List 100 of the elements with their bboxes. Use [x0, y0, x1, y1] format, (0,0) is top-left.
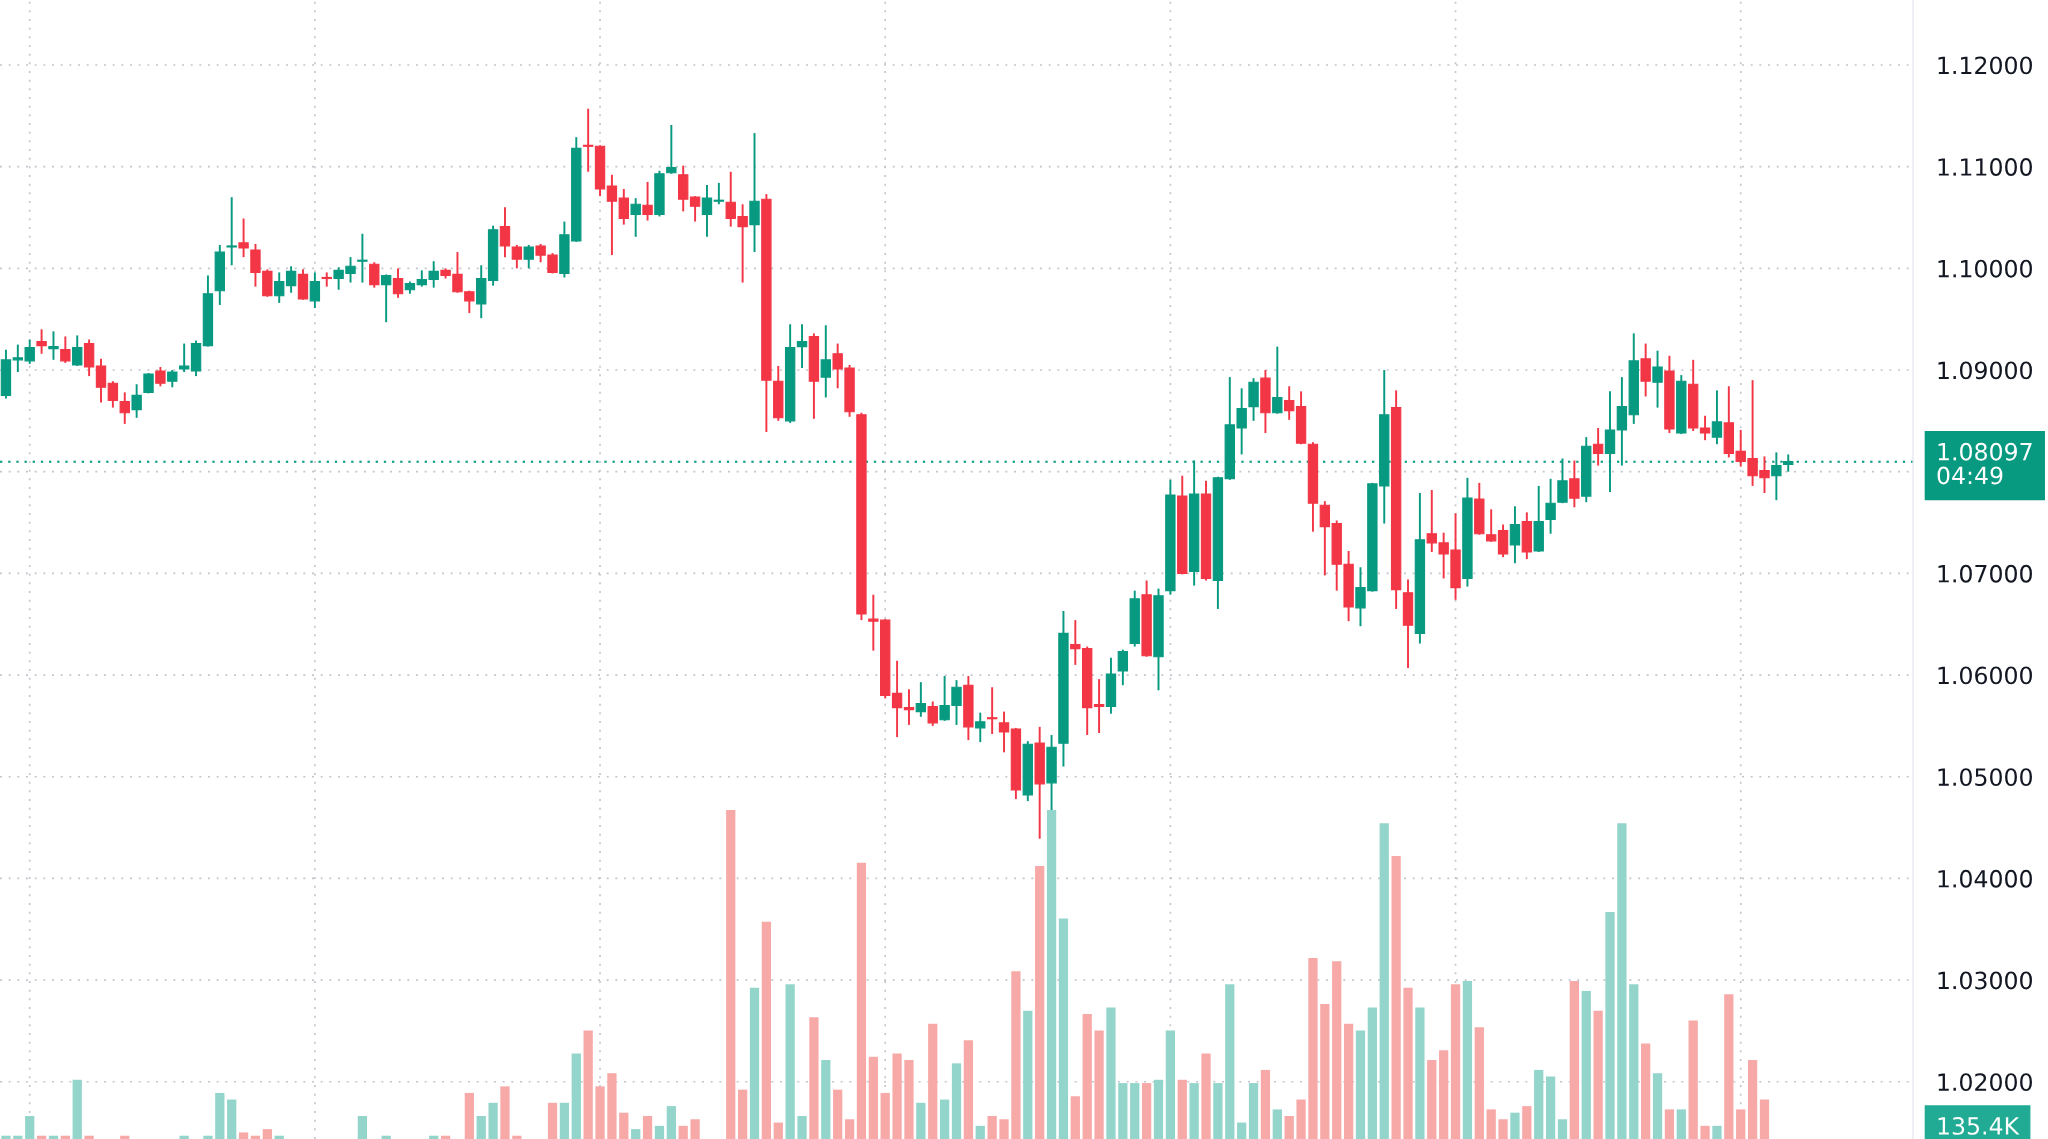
bar [512, 1135, 522, 1139]
candlestick [107, 380, 119, 409]
candlestick [392, 267, 404, 299]
text: 135.4K [1938, 1116, 2020, 1135]
bar [1046, 810, 1057, 1139]
candlestick [48, 330, 59, 361]
bar [1094, 1030, 1104, 1139]
bar [238, 1132, 249, 1139]
candlestick [72, 334, 83, 367]
bar [1439, 1050, 1449, 1139]
bar [1569, 981, 1579, 1139]
candlestick [60, 335, 71, 364]
bar [904, 1060, 914, 1139]
y-tick-label: 1.10000 [1938, 259, 2032, 278]
bar [1510, 1112, 1520, 1139]
candlestick [226, 196, 237, 267]
candlestick [119, 391, 130, 425]
candlestick [1604, 390, 1616, 493]
bar [1367, 1007, 1377, 1139]
candlestick [1272, 345, 1283, 415]
bar [1450, 984, 1461, 1139]
bar [1498, 1119, 1508, 1139]
candlestick [511, 243, 523, 270]
ref-line-label: 1.08097 04:49 [1937, 442, 2032, 485]
bar [654, 1125, 665, 1139]
bar [939, 1099, 950, 1139]
bar [1415, 1007, 1425, 1139]
bar [1581, 990, 1591, 1139]
candlestick [666, 123, 677, 175]
bar [1700, 1125, 1710, 1139]
bar [1474, 1027, 1484, 1139]
bar [1165, 1030, 1176, 1139]
bar [227, 1099, 237, 1139]
bar [1759, 1099, 1770, 1139]
bar [785, 984, 795, 1139]
candlestick [582, 107, 594, 173]
y-tick-label: 1.07000 [1938, 564, 2032, 583]
bar [797, 1115, 807, 1139]
bar [999, 1119, 1009, 1139]
bar [36, 1135, 47, 1139]
bar [1035, 865, 1045, 1139]
candlestick [606, 173, 618, 257]
candlestick [309, 271, 321, 309]
bar [1355, 1030, 1366, 1139]
candlestick [95, 357, 107, 404]
bar [1534, 1069, 1544, 1139]
bar [1118, 1083, 1128, 1139]
bar [1189, 1083, 1199, 1139]
bar [571, 1053, 581, 1139]
candlestick [1592, 426, 1604, 467]
bar [833, 1089, 843, 1139]
candlestick [796, 323, 808, 369]
candlestick [238, 217, 249, 259]
bar [1557, 1119, 1568, 1139]
candlestick [1699, 414, 1711, 442]
bar [464, 1092, 474, 1139]
bar [1213, 1083, 1223, 1139]
candlestick [1640, 342, 1651, 398]
bar [607, 1073, 617, 1139]
candlestick [369, 261, 380, 289]
bar [678, 1125, 688, 1139]
bar [48, 1135, 59, 1139]
candlestick [1509, 505, 1521, 565]
candlestick [36, 328, 47, 355]
bar [963, 1040, 974, 1139]
bar [856, 862, 867, 1139]
bar [1747, 1060, 1758, 1139]
bar [1593, 1010, 1603, 1139]
candlestick [689, 195, 701, 223]
candlestick [1711, 389, 1723, 446]
candlestick [998, 710, 1010, 754]
y-tick-label: 1.02000 [1938, 1073, 2032, 1092]
bar [726, 810, 736, 1139]
bar [880, 1092, 890, 1139]
bar [262, 1129, 272, 1139]
bar [1486, 1109, 1496, 1139]
candlestick [523, 243, 534, 270]
bar [1177, 1079, 1187, 1139]
bar [25, 1115, 35, 1139]
y-tick-label: 1.04000 [1938, 869, 2032, 888]
bar [1296, 1099, 1306, 1139]
bar [1343, 1023, 1354, 1139]
bar [1332, 961, 1342, 1139]
bar [1, 1135, 11, 1139]
candlestick [1093, 678, 1105, 734]
bar [1201, 1053, 1211, 1139]
bar [1153, 1079, 1164, 1139]
bar [1058, 918, 1069, 1139]
candlestick [1284, 385, 1295, 421]
bar [1320, 1004, 1330, 1139]
candlestick [1486, 508, 1497, 543]
bar [1652, 1073, 1663, 1139]
bar [737, 1089, 748, 1139]
bar [84, 1135, 94, 1139]
bar [761, 921, 772, 1139]
candlestick [380, 273, 392, 324]
candlestick [630, 197, 641, 238]
candlestick [83, 338, 95, 378]
bar [1676, 1109, 1686, 1139]
bar [488, 1102, 498, 1139]
